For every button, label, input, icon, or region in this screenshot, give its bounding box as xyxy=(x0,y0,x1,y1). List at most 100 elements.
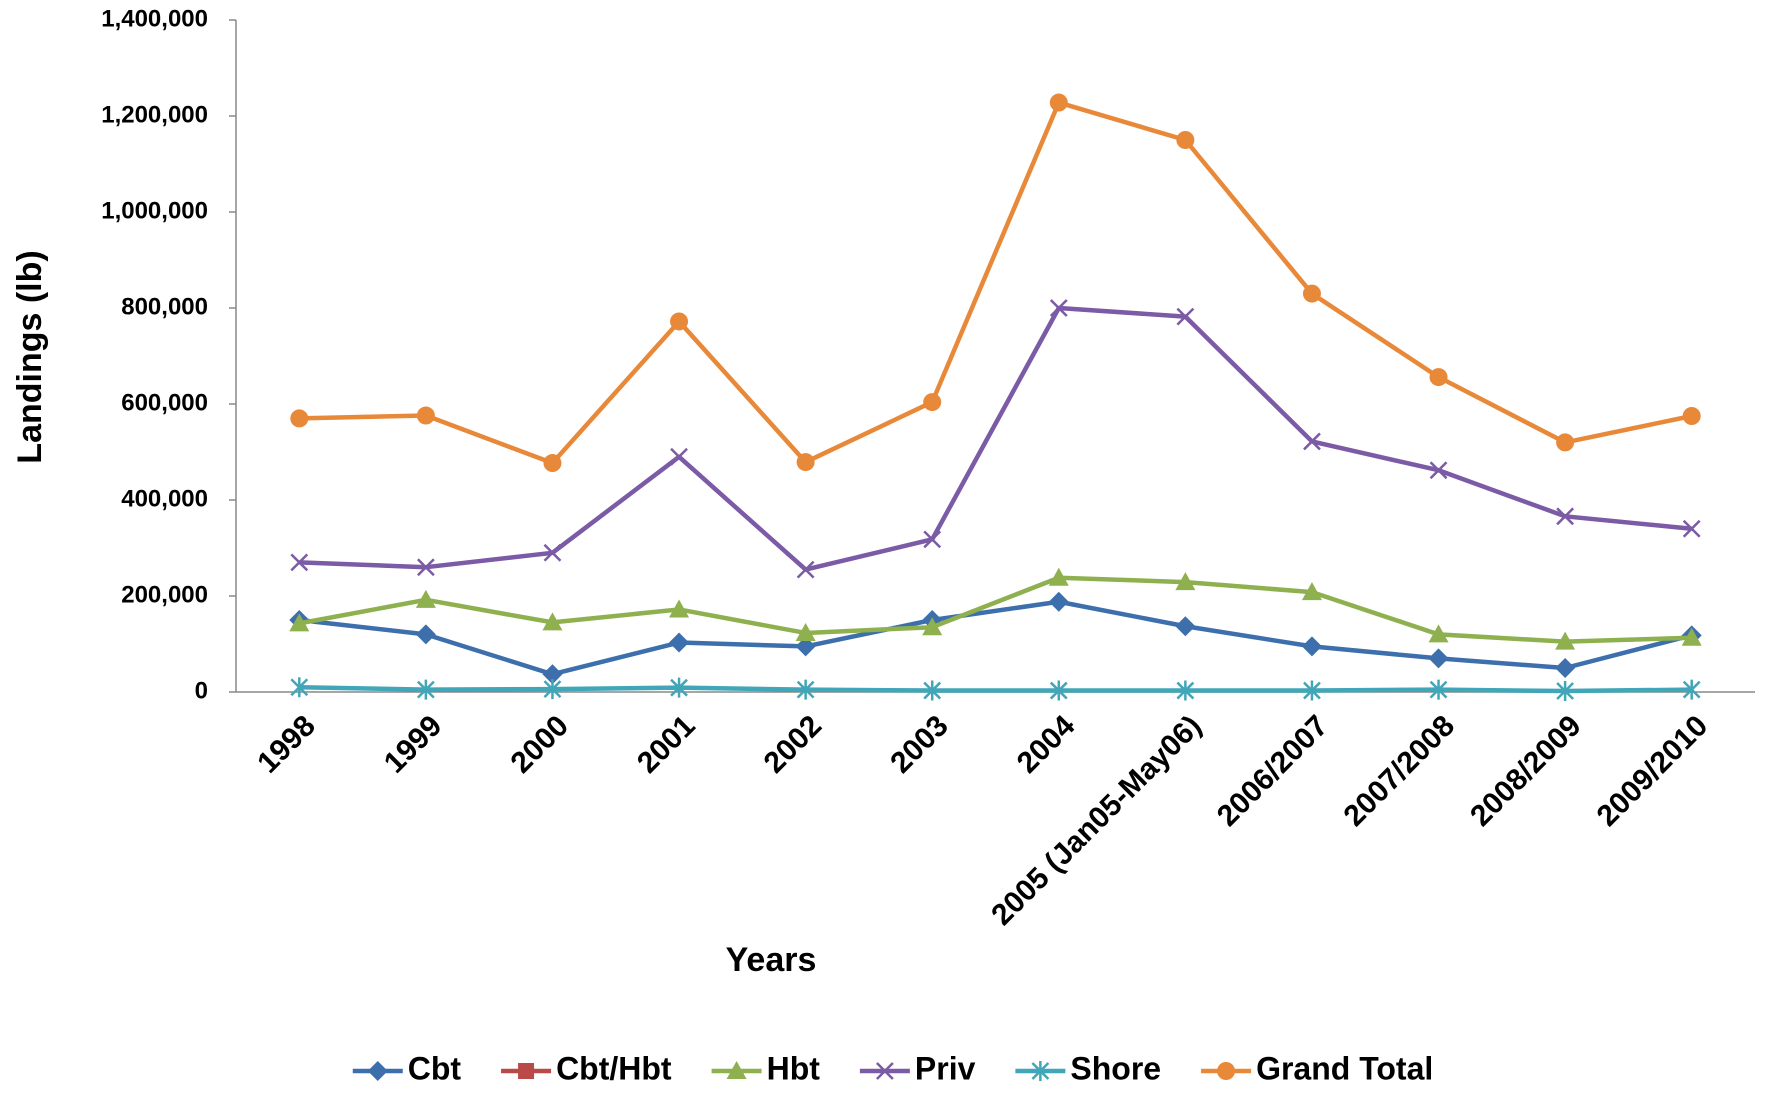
legend-label: Shore xyxy=(1070,1050,1161,1086)
legend-item: Hbt xyxy=(711,1050,821,1086)
marker xyxy=(1555,631,1576,650)
marker xyxy=(1428,624,1449,643)
y-tick-label: 0 xyxy=(195,677,208,704)
legend-label: Hbt xyxy=(767,1050,821,1086)
marker xyxy=(923,393,942,412)
series-line xyxy=(299,100,1693,466)
x-axis-title: Years xyxy=(726,941,817,979)
marker xyxy=(542,612,563,631)
legend-item: Cbt/Hbt xyxy=(501,1050,672,1086)
marker xyxy=(518,1063,535,1079)
x-tick-label: 2004 xyxy=(1011,709,1082,780)
y-axis-title: Landings (lb) xyxy=(11,250,49,463)
marker xyxy=(1556,681,1575,702)
marker xyxy=(1049,680,1068,701)
marker xyxy=(1556,433,1575,452)
marker xyxy=(543,454,562,473)
marker xyxy=(1175,616,1196,637)
x-tick-label: 2008/2009 xyxy=(1464,709,1588,833)
marker xyxy=(416,558,435,577)
marker xyxy=(1301,582,1322,601)
marker xyxy=(1682,519,1701,538)
marker xyxy=(1176,131,1195,149)
legend-item: Grand Total xyxy=(1201,1050,1433,1086)
marker xyxy=(1049,299,1068,317)
x-tick-label: 2005 (Jan05-May06) xyxy=(985,709,1208,932)
marker xyxy=(1302,284,1321,303)
series-line xyxy=(299,684,1692,694)
x-tick-label: 2007/2008 xyxy=(1337,709,1461,833)
y-tick-label: 1,200,000 xyxy=(101,101,208,128)
marker xyxy=(795,636,816,657)
x-tick-label: 1999 xyxy=(378,709,449,780)
marker xyxy=(923,530,942,549)
marker xyxy=(1176,307,1195,326)
marker xyxy=(1682,679,1701,700)
series-line xyxy=(299,599,1693,677)
marker xyxy=(669,599,690,618)
marker xyxy=(796,560,815,579)
x-tick-label: 2003 xyxy=(884,709,955,780)
marker xyxy=(289,613,310,632)
marker xyxy=(415,589,436,608)
legend-label: Cbt xyxy=(408,1050,462,1086)
legend-item: Shore xyxy=(1015,1050,1161,1086)
marker xyxy=(1048,567,1069,586)
y-tick-label: 800,000 xyxy=(121,293,208,320)
x-tick-label: 2002 xyxy=(758,709,829,780)
marker xyxy=(795,622,816,641)
marker xyxy=(1049,93,1068,112)
marker xyxy=(726,1061,747,1079)
legend-item: Cbt xyxy=(352,1050,462,1086)
marker xyxy=(1048,591,1069,612)
legend-label: Cbt/Hbt xyxy=(556,1050,672,1086)
marker xyxy=(922,617,943,636)
marker xyxy=(670,312,689,331)
marker xyxy=(416,406,435,425)
marker xyxy=(543,543,562,562)
x-tick-label: 2006/2007 xyxy=(1211,709,1335,833)
series-line xyxy=(299,305,1692,572)
marker xyxy=(796,453,815,472)
marker xyxy=(1031,1061,1050,1081)
legend-label: Grand Total xyxy=(1256,1050,1433,1086)
marker xyxy=(669,632,690,653)
y-tick-label: 200,000 xyxy=(121,581,208,608)
marker xyxy=(670,447,688,466)
legend: Cbt Cbt/Hbt Hbt Priv Shore Grand Total xyxy=(352,1050,1433,1086)
marker xyxy=(923,680,942,701)
marker xyxy=(1176,680,1195,701)
legend-label: Priv xyxy=(915,1050,976,1086)
marker xyxy=(670,677,688,698)
x-tick-label: 2000 xyxy=(504,709,575,780)
x-tick-label: 2001 xyxy=(631,709,702,780)
marker xyxy=(1681,627,1702,646)
y-tick-label: 600,000 xyxy=(121,389,208,416)
legend-item: Priv xyxy=(859,1050,976,1086)
x-tick-label: 2009/2010 xyxy=(1591,709,1715,833)
marker xyxy=(542,664,563,685)
marker xyxy=(1301,636,1322,657)
y-tick-label: 400,000 xyxy=(121,485,208,512)
marker xyxy=(1429,461,1448,480)
marker xyxy=(1556,507,1575,526)
marker xyxy=(1217,1062,1236,1080)
marker xyxy=(367,1061,388,1081)
marker xyxy=(1429,679,1448,700)
marker xyxy=(290,409,309,428)
marker xyxy=(1428,648,1449,669)
marker xyxy=(543,679,562,700)
marker xyxy=(876,1062,894,1080)
marker xyxy=(1175,572,1196,591)
marker xyxy=(290,677,309,698)
y-tick-label: 1,400,000 xyxy=(101,5,208,32)
marker xyxy=(1682,407,1701,425)
marker xyxy=(290,553,309,572)
marker xyxy=(416,679,435,700)
marker xyxy=(1429,368,1448,387)
marker xyxy=(415,624,436,645)
y-tick-label: 1,000,000 xyxy=(101,197,208,224)
marker xyxy=(796,679,815,700)
marker xyxy=(1303,432,1321,451)
